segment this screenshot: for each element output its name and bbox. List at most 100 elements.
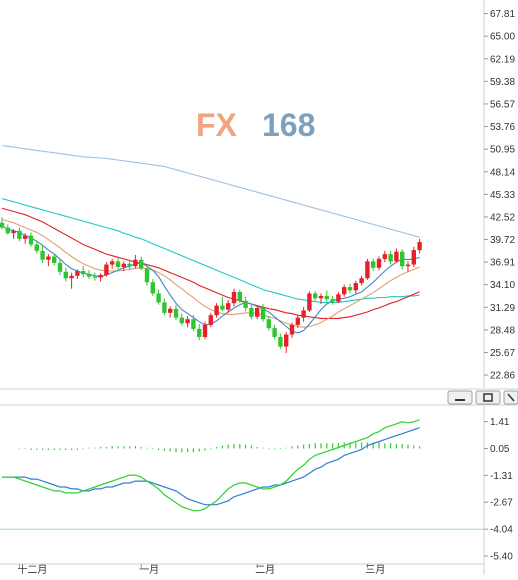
- price-tick-label: 48.14: [490, 167, 515, 178]
- macd-tick-label: 0.05: [490, 444, 510, 455]
- candle-body: [162, 302, 167, 313]
- candle-body: [243, 300, 248, 308]
- macd-dea-line: [2, 427, 420, 506]
- candle-body: [330, 299, 335, 302]
- candle-body: [40, 250, 45, 260]
- candle-body: [197, 328, 202, 337]
- macd-tick-label: 1.41: [490, 417, 510, 428]
- watermark-brand-letters: FX: [196, 107, 238, 143]
- candle-body: [336, 294, 341, 302]
- candle-body: [81, 270, 86, 275]
- macd-tick-label: -2.67: [490, 498, 513, 509]
- restore-button[interactable]: [475, 390, 501, 405]
- price-tick-label: 53.76: [490, 122, 515, 133]
- candle-body: [226, 303, 231, 310]
- price-panel: 67.81 65.00 62.19 59.38 56.57 53.76 50.95 48.14…: [0, 0, 515, 388]
- candle-body: [133, 259, 138, 267]
- price-tick-label: 39.72: [490, 235, 515, 246]
- candle-body: [179, 317, 184, 324]
- candle-body: [202, 324, 208, 337]
- separator-bar: [0, 388, 518, 406]
- candle-body: [115, 261, 121, 267]
- candle-body: [156, 293, 161, 303]
- macd-panel: 1.41 0.05 -1.31 -2.67 -4.04 -5.40: [0, 406, 513, 575]
- candle-body: [371, 261, 376, 268]
- candlesticks: [0, 217, 422, 354]
- candle-body: [295, 317, 300, 325]
- candle-body: [388, 254, 393, 262]
- candle-body: [52, 256, 57, 263]
- candle-body: [411, 250, 416, 265]
- macd-tick-label: -4.04: [490, 525, 513, 536]
- price-tick-label: 31.29: [490, 303, 515, 314]
- price-tick-label: 28.48: [490, 325, 515, 336]
- candle-body: [46, 256, 51, 260]
- candle-body: [260, 307, 266, 320]
- candle-body: [400, 251, 405, 267]
- candle-body: [347, 287, 353, 291]
- candle-body: [121, 263, 126, 267]
- candle-body: [266, 319, 271, 329]
- moving-average-lines: [1, 144, 420, 334]
- macd-ticks: 1.41 0.05 -1.31 -2.67 -4.04 -5.40: [484, 417, 513, 563]
- candle-body: [28, 235, 34, 245]
- candle-body: [365, 261, 370, 279]
- minimize-button[interactable]: [447, 390, 473, 405]
- macd-tick-label: -5.40: [490, 552, 513, 563]
- x-tick-label: 十二月: [17, 563, 47, 575]
- restore-button-frame: [475, 390, 501, 405]
- candle-body: [313, 293, 318, 299]
- candle-body: [237, 291, 242, 301]
- price-tick-label: 42.52: [490, 212, 515, 223]
- ma120-line: [1, 144, 420, 238]
- candle-body: [17, 230, 22, 239]
- candle-body: [104, 264, 109, 276]
- candle-body: [110, 261, 115, 265]
- ma10-line: [1, 218, 420, 328]
- candle-body: [0, 222, 5, 228]
- x-axis: 十二月 一月 二月 三月: [0, 563, 484, 576]
- price-tick-label: 67.81: [490, 9, 515, 20]
- candle-body: [5, 227, 10, 234]
- price-tick-label: 25.67: [490, 348, 515, 359]
- ma60-line: [1, 198, 420, 303]
- watermark: FX 168: [196, 107, 315, 143]
- close-button[interactable]: [503, 390, 518, 405]
- candle-body: [173, 308, 179, 318]
- candle-body: [86, 274, 92, 277]
- x-axis-labels: 十二月 一月 二月 三月: [17, 563, 385, 576]
- candle-body: [168, 308, 173, 313]
- candle-body: [318, 295, 324, 299]
- candle-body: [11, 230, 16, 234]
- candle-body: [272, 328, 277, 337]
- candle-body: [214, 305, 219, 316]
- candle-body: [353, 283, 358, 291]
- candle-body: [417, 242, 422, 251]
- candle-body: [69, 275, 74, 279]
- candle-body: [220, 305, 225, 310]
- macd-dif-line: [2, 419, 420, 512]
- candle-body: [57, 262, 63, 272]
- x-tick-label: 三月: [365, 564, 385, 575]
- candle-body: [34, 244, 39, 251]
- price-tick-label: 50.95: [490, 145, 515, 156]
- x-tick-label: 一月: [139, 564, 159, 575]
- candle-body: [185, 319, 190, 324]
- ma20-line: [1, 207, 420, 319]
- price-tick-label: 45.33: [490, 190, 515, 201]
- candle-body: [208, 315, 213, 325]
- price-tick-label: 56.57: [490, 99, 515, 110]
- price-tick-label: 62.19: [490, 54, 515, 65]
- candle-body: [23, 235, 28, 239]
- candle-body: [144, 268, 150, 283]
- macd-lines: [2, 419, 420, 512]
- candle-body: [394, 251, 399, 262]
- candle-body: [249, 307, 254, 317]
- candle-body: [63, 271, 68, 279]
- candle-body: [75, 270, 80, 276]
- candle-body: [324, 295, 329, 300]
- candle-body: [255, 307, 260, 317]
- candle-body: [405, 264, 411, 267]
